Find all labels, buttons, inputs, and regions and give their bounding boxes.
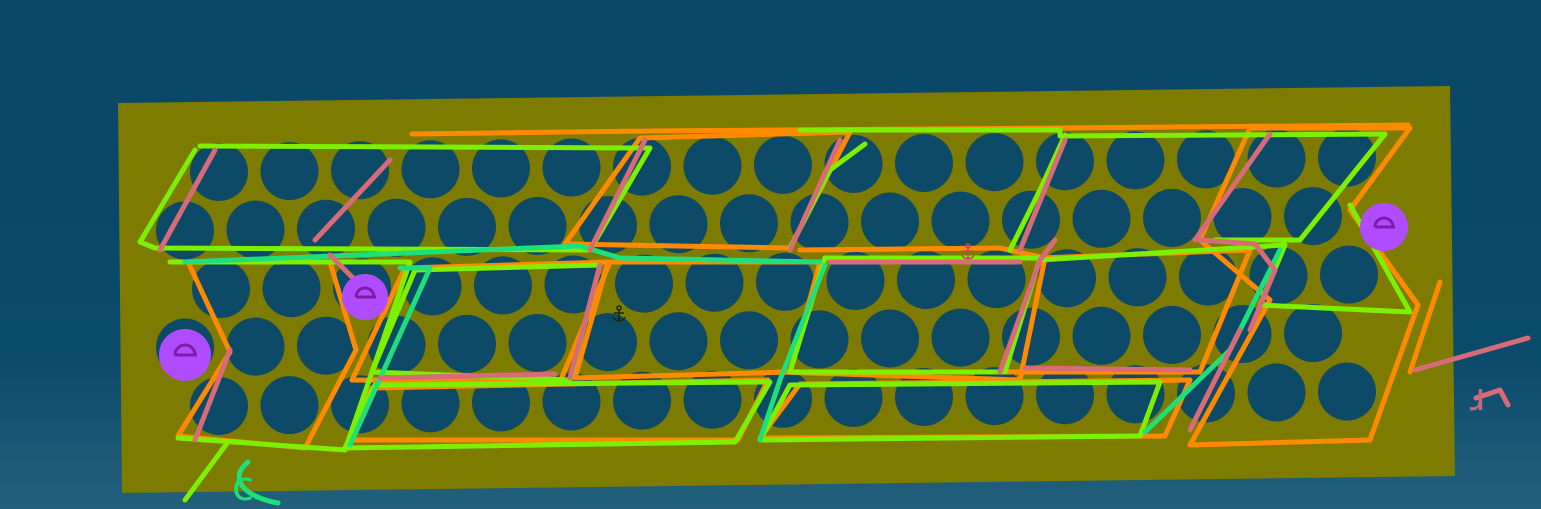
outline-pink-tail [1412,335,1531,408]
hole [1143,188,1201,247]
hole [965,133,1024,192]
circle-markers [159,203,1408,381]
hole [1072,306,1131,365]
hole [683,136,742,195]
hole [861,309,919,368]
hole [1284,304,1342,363]
outline-green-left-tail [236,459,281,506]
outline-green-row3 [347,265,433,448]
annotation-left-glyph: c [232,464,254,509]
hole [1036,366,1094,425]
anchor-icon [612,305,626,322]
hole [260,142,319,201]
outline-pink-center [787,137,1058,375]
annotation-right-glyph: ɹ [1470,375,1486,419]
hole [1177,130,1235,189]
outline-lime-top-right [797,127,1388,243]
outline-lime-row2-right [1007,132,1068,253]
hole [967,250,1026,309]
hole [401,140,460,199]
hole [754,135,812,194]
hole [1247,129,1306,188]
anchor-icon [961,243,975,260]
hole [1247,363,1306,422]
hole [1038,249,1096,308]
hole [613,371,671,430]
hole [331,141,389,200]
hole [1318,362,1376,421]
hole [895,134,953,192]
hole [756,252,814,311]
hole [1318,128,1376,187]
hole [649,195,708,254]
circle-marker [342,274,388,320]
outline-orange-right-tail [1407,279,1443,375]
outline-lime-left-chevron [137,143,653,253]
outline-orange-right-chevron [1187,125,1421,448]
hole [1284,187,1342,246]
hole [474,256,532,315]
hole [615,254,673,313]
circle-marker [1360,203,1408,251]
hole [1072,189,1131,248]
hole [260,376,319,435]
hole [438,197,496,256]
tile-outlines [137,122,1531,506]
outline-pink-row1 [377,137,648,381]
hole [720,311,778,370]
hole [544,255,603,314]
hole [1320,245,1378,304]
hole [262,259,321,318]
hole [297,316,355,375]
hole [1108,248,1167,307]
outline-green-mid-diag [757,262,828,443]
anchor-icons [612,243,975,322]
hole [931,308,990,367]
outline-pink-left [157,147,393,443]
hole [1213,188,1272,246]
hole [542,372,601,431]
outline-lime-row4-b [757,379,1163,443]
hole [826,251,885,310]
hole [683,370,742,429]
hole [1143,305,1201,364]
hole [685,253,744,312]
hole [861,192,919,251]
circle-marker [159,329,211,381]
hole [1106,131,1165,190]
hole [649,312,708,371]
hole [472,139,530,198]
hole [931,191,990,250]
hole [438,314,496,373]
hole [579,313,637,372]
hole [190,143,248,201]
hole [790,193,849,252]
hole [720,194,778,253]
hole [367,198,426,257]
outline-pink-right [1017,131,1278,433]
hole [156,201,214,260]
hole [226,317,285,376]
hole [226,200,285,259]
outline-green-top [182,243,823,265]
hole [508,197,567,255]
hole [965,367,1024,426]
outline-lime-tail [182,439,231,503]
hole [897,251,955,309]
hole [508,314,567,372]
hole [542,138,601,197]
